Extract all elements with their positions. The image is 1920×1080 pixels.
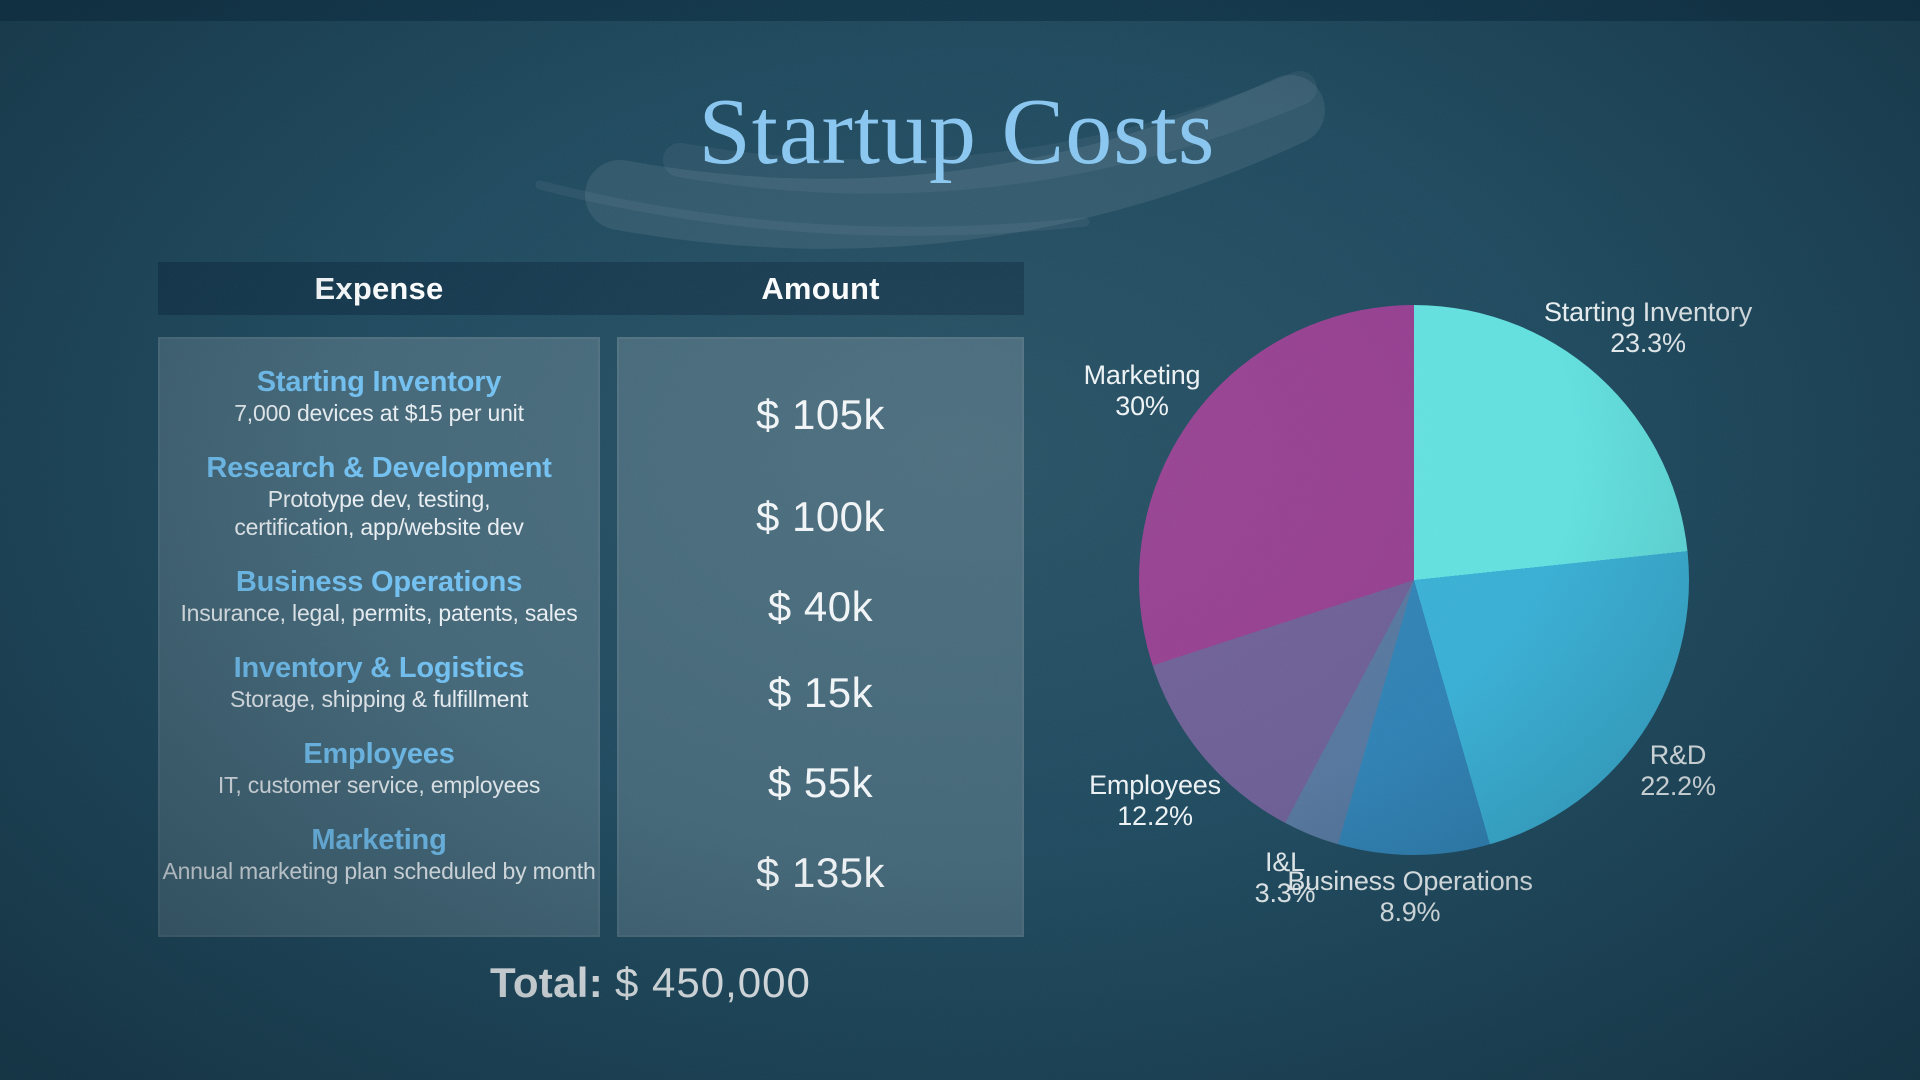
pie-label-percent: 22.2% xyxy=(1640,771,1716,801)
pie-label-name: Starting Inventory xyxy=(1543,297,1753,327)
row-description: IT, customer service, employees xyxy=(217,772,541,798)
header-cell-amount: Amount xyxy=(761,271,880,306)
row-description: Prototype dev, testing, certification, a… xyxy=(234,486,524,540)
pie-label-percent: 3.3% xyxy=(1254,878,1316,908)
pie-label-percent: 8.9% xyxy=(1379,897,1441,927)
row-description: Insurance, legal, permits, patents, sale… xyxy=(180,600,578,626)
pie-label-rnd: R&D 22.2% xyxy=(1640,740,1716,802)
table-row-business-operations: Business Operations Insurance, legal, pe… xyxy=(160,565,598,627)
pie-label-inventory-logistics: I&L 3.3% xyxy=(1255,847,1316,909)
top-accent-bar xyxy=(0,0,1920,21)
table-row-starting-inventory: Starting Inventory 7,000 devices at $15 … xyxy=(160,365,598,427)
row-name: Inventory & Logistics xyxy=(233,652,525,684)
row-name: Employees xyxy=(303,738,455,770)
pie-label-business-operations: Business Operations 8.9% xyxy=(1287,866,1533,928)
amount-value: $ 15k xyxy=(767,669,874,716)
amount-panel: $ 105k $ 100k $ 40k $ 15k $ 55k $ 135k xyxy=(617,337,1024,937)
total-line: Total: $ 450,000 xyxy=(490,958,811,1008)
amount-value: $ 55k xyxy=(767,759,874,806)
total-value: $ 450,000 xyxy=(615,959,811,1006)
pie-label-percent: 30% xyxy=(1115,391,1169,421)
pie-label-name: Marketing xyxy=(1083,360,1201,390)
pie-label-name: R&D xyxy=(1649,740,1707,770)
table-row-employees: Employees IT, customer service, employee… xyxy=(160,737,598,799)
amount-value: $ 105k xyxy=(755,391,886,438)
pie-label-percent: 12.2% xyxy=(1117,801,1193,831)
row-name: Marketing xyxy=(311,824,447,856)
pie-chart xyxy=(1139,305,1689,855)
row-description: 7,000 devices at $15 per unit xyxy=(234,400,524,426)
amount-value: $ 135k xyxy=(755,849,886,896)
header-cell-expense: Expense xyxy=(314,271,444,306)
table-row-research-development: Research & Development Prototype dev, te… xyxy=(160,451,598,541)
pie-label-name: I&L xyxy=(1265,847,1305,877)
amount-value: $ 100k xyxy=(755,493,886,540)
pie-label-marketing: Marketing 30% xyxy=(1084,360,1201,422)
row-name: Research & Development xyxy=(206,452,552,484)
table-row-marketing: Marketing Annual marketing plan schedule… xyxy=(160,823,598,885)
pie-label-percent: 23.3% xyxy=(1610,328,1686,358)
pie-label-employees: Employees 12.2% xyxy=(1089,770,1221,832)
pie-label-name: Employees xyxy=(1089,770,1221,800)
table-header: Expense Amount xyxy=(158,262,1024,315)
row-name: Starting Inventory xyxy=(256,366,502,398)
total-label: Total: xyxy=(490,959,603,1006)
row-description: Storage, shipping & fulfillment xyxy=(229,686,529,712)
table-row-inventory-logistics: Inventory & Logistics Storage, shipping … xyxy=(160,651,598,713)
row-name: Business Operations xyxy=(235,566,523,598)
row-description: Annual marketing plan scheduled by month xyxy=(162,858,596,884)
expense-panel: Starting Inventory 7,000 devices at $15 … xyxy=(158,337,600,937)
amount-value: $ 40k xyxy=(767,583,874,630)
page-title: Startup Costs xyxy=(698,80,1216,184)
pie-label-starting-inventory: Starting Inventory 23.3% xyxy=(1544,297,1752,359)
pie-label-name: Business Operations xyxy=(1287,866,1533,896)
